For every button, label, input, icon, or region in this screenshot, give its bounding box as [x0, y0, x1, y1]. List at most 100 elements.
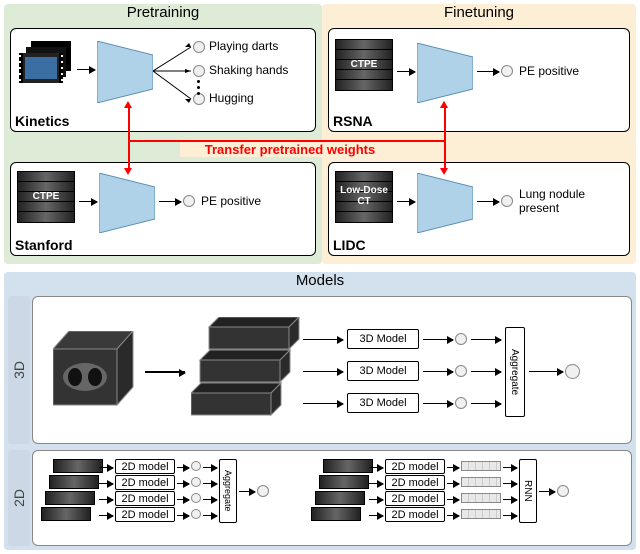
model-box-3d: 3D Model — [347, 361, 419, 381]
model-box-2d: 2D model — [385, 507, 445, 522]
model-box-2d: 2D model — [385, 491, 445, 506]
output-node — [183, 195, 195, 207]
model-box-2d: 2D model — [385, 475, 445, 490]
output-node — [191, 509, 201, 519]
arrow — [203, 499, 217, 500]
arrow — [539, 491, 555, 492]
arrow — [203, 515, 217, 516]
arrow — [369, 483, 383, 484]
video-frames-icon — [17, 39, 75, 89]
transfer-text: Transfer pretrained weights — [180, 142, 400, 157]
row-3d-tab: 3D — [8, 296, 30, 444]
arrow — [529, 371, 563, 372]
output-node — [191, 477, 201, 487]
row-3d-label: 3D — [11, 361, 27, 379]
arrow — [471, 403, 501, 404]
arrow — [397, 201, 415, 202]
model-trapezoid-icon — [417, 43, 473, 103]
model-box-2d: 2D model — [385, 459, 445, 474]
model-box-2d: 2D model — [115, 459, 175, 474]
output-node — [191, 461, 201, 471]
row-3d-panel: 3D Model 3D Model 3D Model Aggregate — [32, 296, 632, 444]
model-box-2d: 2D model — [115, 507, 175, 522]
arrow — [77, 69, 95, 70]
arrow — [423, 339, 453, 340]
arrow — [177, 467, 189, 468]
arrow — [503, 467, 517, 468]
output-node — [565, 364, 580, 379]
ct-volume-icon: CTPE — [17, 171, 87, 233]
dataset-lidc: LIDC — [333, 237, 366, 253]
row-2d-panel: 2D model 2D model 2D model 2D model Aggr… — [32, 450, 632, 546]
arrow — [423, 403, 453, 404]
output-node — [557, 485, 569, 497]
arrow — [239, 491, 255, 492]
arrow — [99, 467, 113, 468]
arrow — [423, 371, 453, 372]
arrow — [99, 483, 113, 484]
transfer-arrow — [128, 108, 130, 140]
arrow — [477, 71, 499, 72]
input-label: CTPE — [17, 191, 75, 202]
arrow — [397, 71, 415, 72]
arrow — [79, 201, 97, 202]
arrow — [99, 515, 113, 516]
arrow — [369, 499, 383, 500]
output-node — [455, 397, 467, 409]
feature-vector-icon — [461, 477, 501, 487]
arrow — [369, 467, 383, 468]
output-label: PE positive — [201, 194, 261, 208]
output-node — [501, 65, 513, 77]
rnn-box: RNN — [519, 459, 537, 523]
output-label: Lung nodule present — [519, 187, 609, 215]
model-trapezoid-icon — [417, 173, 473, 233]
transfer-arrow — [444, 142, 446, 168]
dataset-stanford: Stanford — [15, 237, 73, 253]
feature-vector-icon — [461, 493, 501, 503]
arrow — [503, 499, 517, 500]
panel-kinetics: Playing darts Shaking hands Hugging Kine… — [10, 28, 316, 132]
row-2d-tab: 2D — [8, 450, 30, 546]
model-trapezoid-icon — [97, 41, 153, 103]
arrow — [145, 371, 185, 373]
dataset-kinetics: Kinetics — [15, 113, 69, 129]
arrow — [99, 499, 113, 500]
input-label: Low-Dose CT — [335, 185, 393, 207]
dataset-rsna: RSNA — [333, 113, 373, 129]
arrow — [177, 483, 189, 484]
models-title: Models — [4, 272, 636, 289]
arrow — [447, 499, 459, 500]
arrow — [303, 403, 343, 404]
ct-volume-icon: Low-Dose CT — [335, 171, 405, 233]
models-section: Models 3D — [4, 272, 636, 550]
arrow — [503, 515, 517, 516]
aggregate-box: Aggregate — [505, 327, 525, 417]
model-trapezoid-icon — [99, 173, 155, 233]
feature-vector-icon — [461, 461, 501, 471]
output-node — [257, 485, 269, 497]
arrow — [369, 515, 383, 516]
arrow — [303, 371, 343, 372]
output-label: Hugging — [209, 91, 254, 105]
aggregate-box: Aggregate — [219, 459, 237, 523]
arrow — [203, 467, 217, 468]
arrow — [203, 483, 217, 484]
feature-vector-icon — [461, 509, 501, 519]
transfer-arrow — [444, 108, 446, 140]
panel-lidc: Low-Dose CT Lung nodule present LIDC — [328, 162, 630, 256]
output-node — [455, 333, 467, 345]
output-node — [191, 493, 201, 503]
model-box-3d: 3D Model — [347, 329, 419, 349]
arrow — [477, 201, 499, 202]
slab-stack-icon — [191, 317, 301, 427]
arrow — [471, 371, 501, 372]
arrow — [447, 483, 459, 484]
panel-stanford: CTPE PE positive Stanford — [10, 162, 316, 256]
volume-cube-icon — [53, 331, 139, 411]
model-box-2d: 2D model — [115, 491, 175, 506]
arrow — [177, 499, 189, 500]
arrow — [503, 483, 517, 484]
arrow — [177, 515, 189, 516]
transfer-arrow — [128, 142, 130, 168]
figure-root: Pretraining Finetuning — [0, 0, 640, 554]
